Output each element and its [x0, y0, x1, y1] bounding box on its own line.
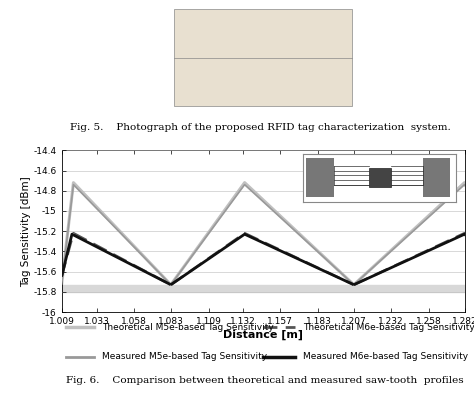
Text: Measured M5e-based Tag Sensitivity: Measured M5e-based Tag Sensitivity [102, 352, 267, 361]
Text: Theoretical M6e-based Tag Sensitivity: Theoretical M6e-based Tag Sensitivity [303, 323, 474, 332]
X-axis label: Distance [m]: Distance [m] [223, 330, 303, 340]
Text: Measured M6e-based Tag Sensitivity: Measured M6e-based Tag Sensitivity [303, 352, 468, 361]
FancyBboxPatch shape [174, 9, 352, 107]
Text: Theoretical M5e-based Tag Sensitivity: Theoretical M5e-based Tag Sensitivity [102, 323, 273, 332]
Text: Fig. 6.    Comparison between theoretical and measured saw-tooth  profiles: Fig. 6. Comparison between theoretical a… [65, 376, 463, 385]
Bar [62, 285, 465, 292]
Y-axis label: Tag Sensitivity [dBm]: Tag Sensitivity [dBm] [20, 176, 31, 286]
Text: Fig. 5.    Photograph of the proposed RFID tag characterization  system.: Fig. 5. Photograph of the proposed RFID … [70, 123, 450, 132]
